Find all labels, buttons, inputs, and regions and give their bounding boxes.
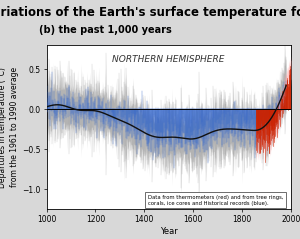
Text: Data from thermometers (red) and from tree rings,
corals, ice cores and Historic: Data from thermometers (red) and from tr… (148, 195, 284, 206)
X-axis label: Year: Year (160, 227, 178, 236)
Y-axis label: Departures in temperature (°C)
from the 1961 to 1990 average: Departures in temperature (°C) from the … (0, 67, 19, 188)
Text: Variations of the Earth's surface temperature for:: Variations of the Earth's surface temper… (0, 6, 300, 19)
Text: (b) the past 1,000 years: (b) the past 1,000 years (39, 25, 172, 35)
Text: NORTHERN HEMISPHERE: NORTHERN HEMISPHERE (112, 55, 225, 64)
